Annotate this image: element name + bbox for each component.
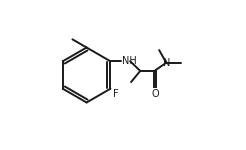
- Text: F: F: [113, 89, 119, 99]
- Text: NH: NH: [122, 56, 136, 66]
- Text: O: O: [152, 89, 159, 99]
- Text: N: N: [163, 58, 170, 68]
